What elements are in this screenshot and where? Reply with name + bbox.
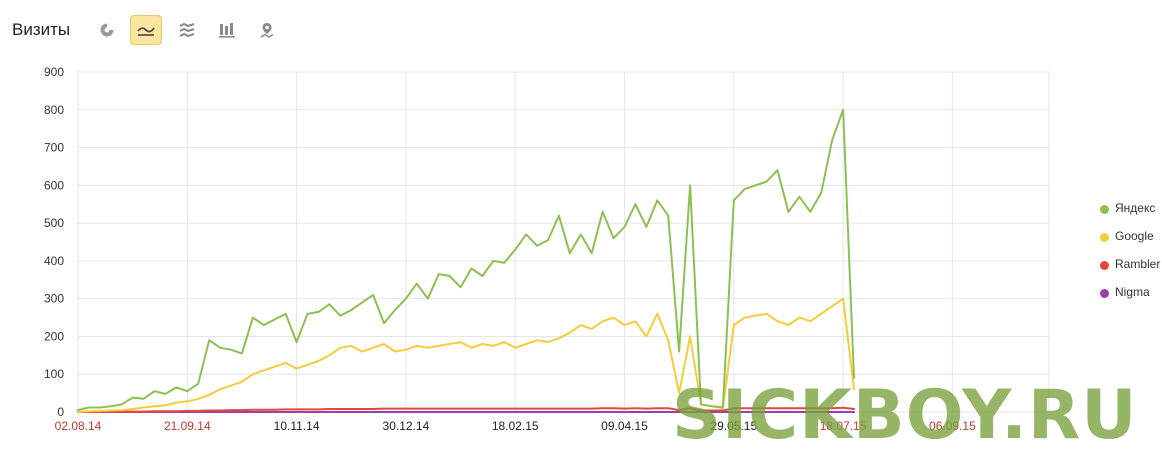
legend-color-dot [1100, 289, 1109, 298]
y-tick-label: 600 [44, 178, 64, 192]
chart-legend: Яндекс Google Rambler Nigma [1100, 200, 1162, 312]
line-chart-button[interactable] [130, 15, 162, 45]
chart-toolbar: Визиты [0, 0, 1162, 56]
y-tick-label: 100 [44, 367, 64, 381]
legend-item[interactable]: Rambler [1100, 256, 1162, 284]
x-tick-label: 21.09.14 [164, 419, 211, 433]
legend-color-dot [1100, 261, 1109, 270]
y-tick-label: 700 [44, 141, 64, 155]
legend-label: Nigma [1115, 285, 1150, 299]
series-line-0 [77, 108, 855, 412]
legend-label: Яндекс [1115, 201, 1156, 215]
area-chart-button[interactable] [171, 15, 203, 45]
x-tick-label: 02.08.14 [55, 419, 102, 433]
x-tick-label: 10.11.14 [274, 419, 320, 433]
bar-chart-icon [219, 23, 235, 38]
line-chart-icon [137, 27, 155, 36]
series-line-2 [77, 406, 855, 413]
x-tick-label: 06.09.15 [929, 419, 976, 433]
line-chart: 0 100 200 300 400 500 600 700 800 900 02.08.14 21.0… [44, 65, 1050, 433]
legend-item[interactable]: Google [1100, 228, 1162, 256]
x-tick-label: 30.12.14 [383, 419, 430, 433]
watermark: SICKBOY.RU [672, 376, 1138, 455]
y-tick-label: 300 [44, 292, 64, 306]
map-pin-icon [260, 23, 274, 38]
x-tick-label: 09.04.15 [601, 419, 648, 433]
legend-color-dot [1100, 233, 1109, 242]
x-tick-label: 18.07.15 [820, 419, 867, 433]
y-tick-label: 0 [57, 405, 64, 419]
legend-item[interactable]: Nigma [1100, 284, 1162, 312]
plot-frame [77, 71, 1050, 413]
map-button[interactable] [251, 15, 283, 45]
y-tick-label: 900 [44, 65, 64, 79]
area-chart-icon [179, 22, 195, 38]
y-tick-label: 800 [44, 103, 64, 117]
x-tick-label: 29.05.15 [710, 419, 757, 433]
pie-chart-icon [100, 23, 114, 37]
legend-color-dot [1100, 205, 1109, 214]
series-line-1 [77, 297, 855, 413]
y-tick-label: 200 [44, 329, 64, 343]
legend-label: Google [1115, 229, 1154, 243]
y-tick-label: 400 [44, 254, 64, 268]
x-tick-label: 18.02.15 [492, 419, 539, 433]
legend-item[interactable]: Яндекс [1100, 200, 1162, 228]
chart-title: Визиты [12, 20, 71, 39]
pie-chart-button[interactable] [91, 15, 123, 45]
bar-chart-button[interactable] [211, 15, 243, 45]
legend-label: Rambler [1115, 257, 1161, 271]
y-tick-label: 500 [44, 216, 64, 230]
